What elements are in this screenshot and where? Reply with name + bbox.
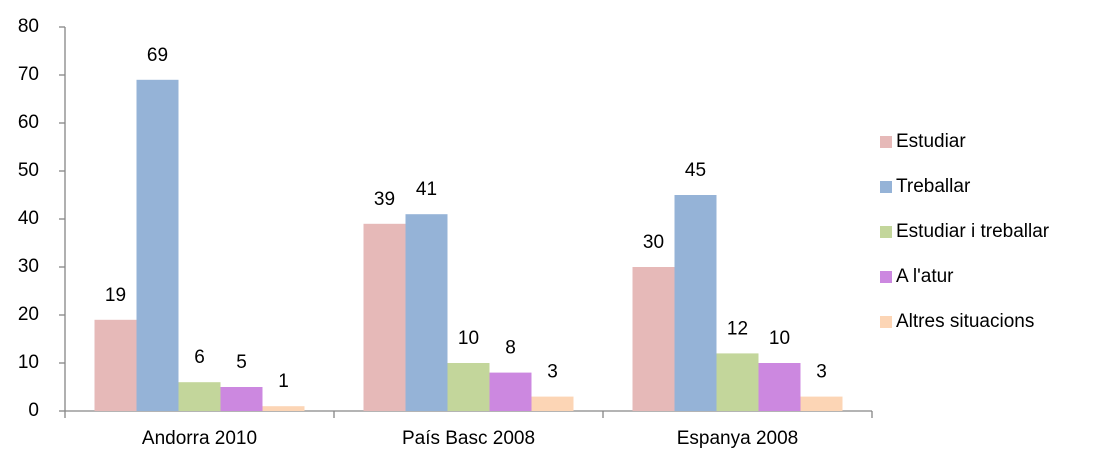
x-tick-label: País Basc 2008 — [402, 428, 535, 449]
bar — [220, 387, 263, 411]
legend-swatch — [880, 316, 892, 328]
y-tick-label: 60 — [18, 112, 39, 133]
bar — [178, 382, 221, 411]
legend-label: A l'atur — [896, 266, 954, 287]
data-label: 41 — [416, 179, 437, 200]
legend-swatch — [880, 226, 892, 238]
bar — [800, 396, 843, 411]
legend-label: Estudiar i treballar — [896, 221, 1050, 242]
y-tick-label: 10 — [18, 352, 39, 373]
data-label: 3 — [547, 362, 558, 383]
y-tick-label: 70 — [18, 64, 39, 85]
y-tick-label: 80 — [18, 16, 39, 37]
legend-swatch — [880, 271, 892, 283]
legend-swatch — [880, 181, 892, 193]
y-tick-label: 30 — [18, 256, 39, 277]
data-label: 3 — [816, 362, 827, 383]
data-label: 12 — [727, 318, 748, 339]
y-tick-label: 40 — [18, 208, 39, 229]
data-label: 1 — [278, 371, 289, 392]
y-tick-label: 50 — [18, 160, 39, 181]
data-label: 19 — [105, 285, 126, 306]
data-label: 8 — [505, 338, 516, 359]
bar — [262, 406, 305, 411]
data-label: 45 — [685, 160, 706, 181]
bar — [632, 267, 675, 411]
bar — [489, 372, 532, 411]
data-label: 30 — [643, 232, 664, 253]
legend-label: Altres situacions — [896, 311, 1034, 332]
y-tick-label: 0 — [28, 400, 39, 421]
legend-label: Treballar — [896, 176, 971, 197]
legend-label: Estudiar — [896, 131, 966, 152]
y-tick-label: 20 — [18, 304, 39, 325]
bar — [94, 319, 137, 411]
data-label: 10 — [458, 328, 479, 349]
bar — [531, 396, 574, 411]
data-label: 6 — [194, 347, 205, 368]
data-label: 10 — [769, 328, 790, 349]
bar — [405, 214, 448, 411]
bar — [674, 195, 717, 411]
x-tick-label: Espanya 2008 — [677, 428, 799, 449]
legend-swatch — [880, 136, 892, 148]
data-label: 69 — [147, 45, 168, 66]
data-label: 39 — [374, 189, 395, 210]
bar — [716, 353, 759, 411]
bar — [447, 363, 490, 411]
bar — [758, 363, 801, 411]
x-tick-label: Andorra 2010 — [142, 428, 257, 449]
data-label: 5 — [236, 352, 247, 373]
bar — [363, 223, 406, 411]
bar — [136, 79, 179, 412]
